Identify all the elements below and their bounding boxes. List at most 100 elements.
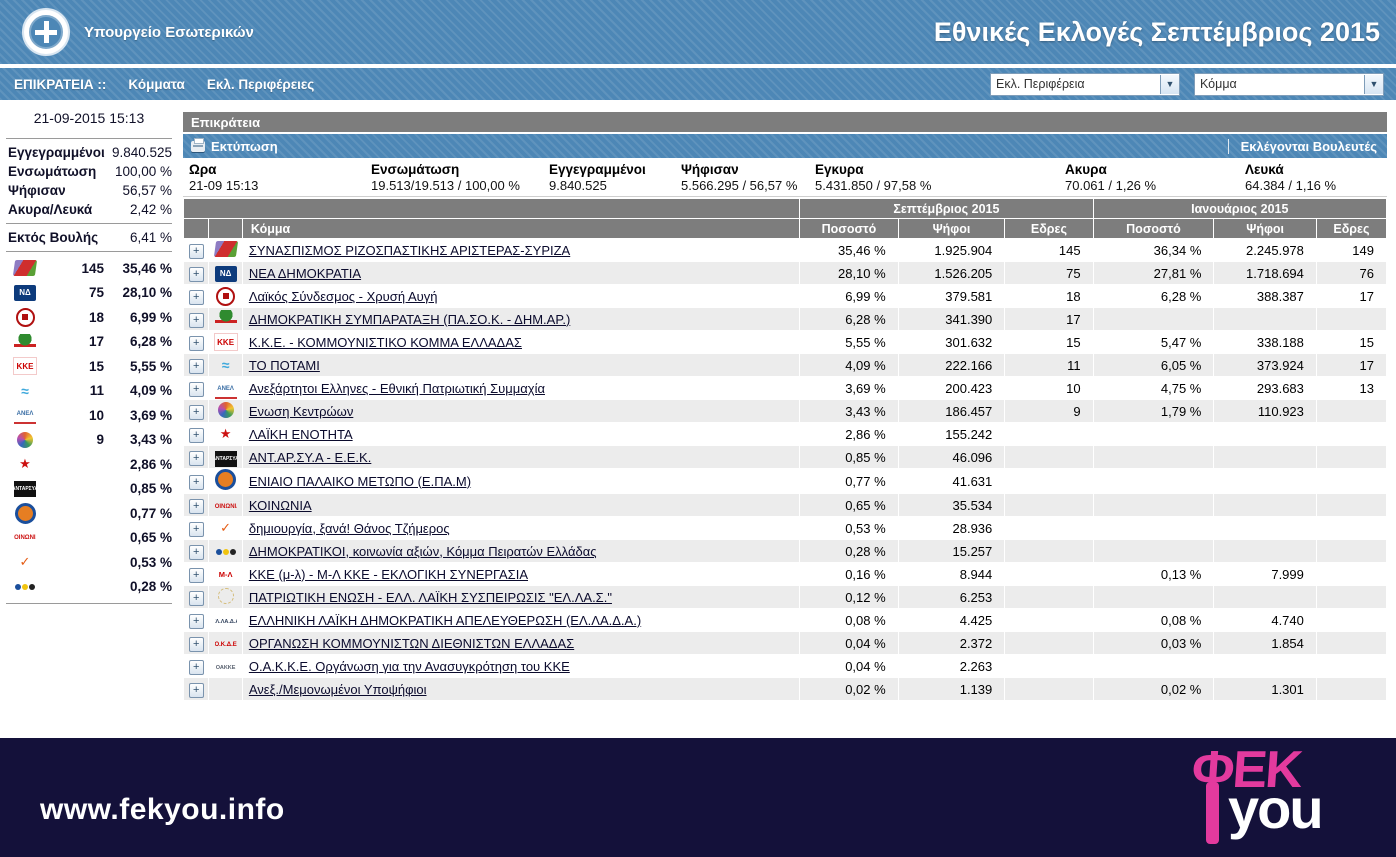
summary-label: Ακυρα	[1065, 162, 1107, 177]
stat-label: Ακυρα/Λευκά	[8, 202, 93, 217]
expand-row-button[interactable]: +	[188, 427, 204, 443]
summary-label: Ψήφισαν	[681, 162, 739, 177]
sep-seats: 75	[1005, 262, 1093, 284]
main-content: Επικράτεια Εκτύπωση Εκλέγονται Βουλευτές…	[183, 112, 1387, 738]
jan-seats	[1316, 446, 1386, 468]
expand-row-button[interactable]: +	[188, 613, 204, 629]
summary-column: Λευκά 64.384 / 1,16 %	[1239, 162, 1336, 193]
group-header-january: Ιανουάριος 2015	[1093, 199, 1386, 218]
party-select[interactable]: Κόμμα ▼	[1194, 72, 1384, 96]
sep-votes: 341.390	[898, 308, 1005, 330]
chevron-down-icon[interactable]: ▼	[1160, 74, 1179, 94]
col-header-sep-votes: Ψήφοι	[898, 219, 1005, 238]
jan-percentage	[1093, 540, 1214, 562]
sep-seats	[1005, 469, 1093, 493]
sidebar-stat: Εγγεγραμμένοι 9.840.525	[0, 143, 178, 162]
sep-votes: 35.534	[898, 494, 1005, 516]
sep-votes: 2.263	[898, 655, 1005, 677]
column-header-row: Κόμμα Ποσοστό Ψήφοι Εδρες Ποσοστό Ψήφοι …	[184, 219, 1386, 238]
col-header-jan-seats: Εδρες	[1316, 219, 1386, 238]
expand-row-button[interactable]: +	[188, 358, 204, 374]
sep-seats: 11	[1005, 354, 1093, 376]
expand-row-button[interactable]: +	[188, 289, 204, 305]
expand-row-button[interactable]: +	[188, 521, 204, 537]
expand-row-button[interactable]: +	[188, 335, 204, 351]
nav-item-epikrateia[interactable]: ΕΠΙΚΡΑΤΕΙΑ ::	[14, 76, 107, 92]
party-name-link[interactable]: ΠΑΤΡΙΩΤΙΚΗ ΕΝΩΣΗ - ΕΛΛ. ΛΑΪΚΗ ΣΥΣΠΕΙΡΩΣΙ…	[248, 589, 612, 605]
nav-item-perifereies[interactable]: Εκλ. Περιφέρειες	[206, 76, 315, 92]
sep-seats	[1005, 586, 1093, 608]
party-name-link[interactable]: ΕΛΛΗΝΙΚΗ ΛΑΪΚΗ ΔΗΜΟΚΡΑΤΙΚΗ ΑΠΕΛΕΥΘΕΡΩΣΗ …	[248, 612, 642, 628]
party-name-link[interactable]: ΚΚΕ (μ-λ) - Μ-Λ ΚΚΕ - ΕΚΛΟΓΙΚΗ ΣΥΝΕΡΓΑΣΙ…	[248, 566, 529, 582]
summary-column: Ακυρα 70.061 / 1,26 %	[1059, 162, 1239, 193]
expand-row-button[interactable]: +	[188, 544, 204, 560]
party-name-link[interactable]: ΔΗΜΟΚΡΑΤΙΚΗ ΣΥΜΠΑΡΑΤΑΞΗ (ΠΑ.ΣΟ.Κ. - ΔΗΜ.…	[248, 311, 571, 327]
stat-value: 100,00 %	[114, 164, 172, 179]
expand-row-button[interactable]: +	[188, 682, 204, 698]
expand-row-button[interactable]: +	[188, 636, 204, 652]
party-name-link[interactable]: Κ.Κ.Ε. - ΚΟΜΜΟΥΝΙΣΤΙΚΟ ΚΟΜΜΑ ΕΛΛΑΔΑΣ	[248, 334, 522, 350]
app-header: Υπουργείο Εσωτερικών Εθνικές Εκλογές Σεπ…	[0, 0, 1396, 64]
party-row: + Ανεξ./Μεμονωμένοι Υποψήφιοι 0,02 % 1.1…	[184, 678, 1386, 700]
expand-row-button[interactable]: +	[188, 381, 204, 397]
expand-row-button[interactable]: +	[188, 312, 204, 328]
sep-seats	[1005, 517, 1093, 539]
elected-deputies-link[interactable]: Εκλέγονται Βουλευτές	[1227, 138, 1377, 154]
party-row: + Ενωση Κεντρώων 3,43 % 186.457 9 1,79 %…	[184, 400, 1386, 422]
expand-row-button[interactable]: +	[188, 659, 204, 675]
sidebar-party-row: 0,65 %	[0, 526, 178, 551]
party-name-link[interactable]: ΤΟ ΠΟΤΑΜΙ	[248, 357, 320, 373]
print-button[interactable]: Εκτύπωση	[191, 137, 278, 154]
party-name-link[interactable]: Ανεξ./Μεμονωμένοι Υποψήφιοι	[248, 681, 427, 697]
region-title-bar: Επικράτεια	[183, 112, 1387, 132]
region-select[interactable]: Εκλ. Περιφέρεια ▼	[990, 72, 1180, 96]
expand-row-button[interactable]: +	[188, 474, 204, 490]
party-percentage: 3,43 %	[129, 432, 172, 448]
sep-percentage: 0,16 %	[800, 563, 898, 585]
party-name-link[interactable]: Λαϊκός Σύνδεσμος - Χρυσή Αυγή	[248, 288, 438, 304]
expand-row-button[interactable]: +	[188, 498, 204, 514]
party-name-link[interactable]: ΝΕΑ ΔΗΜΟΚΡΑΤΙΑ	[248, 265, 362, 281]
party-name-link[interactable]: Ο.Α.Κ.Κ.Ε. Οργάνωση για την Ανασυγκρότησ…	[248, 658, 570, 674]
potami-logo-icon	[215, 357, 237, 373]
expand-row-button[interactable]: +	[188, 266, 204, 282]
antarsya-logo-icon	[214, 450, 237, 467]
party-row: + Λαϊκός Σύνδεσμος - Χρυσή Αυγή 6,99 % 3…	[184, 285, 1386, 307]
sep-percentage: 6,99 %	[800, 285, 898, 307]
nav-item-kommata[interactable]: Κόμματα	[128, 76, 185, 92]
sep-percentage: 0,28 %	[800, 540, 898, 562]
party-name-link[interactable]: δημιουργία, ξανά! Θάνος Τζήμερος	[248, 520, 450, 536]
summary-label: Εγγεγραμμένοι	[549, 162, 646, 177]
expand-row-button[interactable]: +	[188, 450, 204, 466]
summary-label: Λευκά	[1245, 162, 1284, 177]
party-name-link[interactable]: ΔΗΜΟΚΡΑΤΙΚΟΙ, κοινωνία αξιών, Κόμμα Πειρ…	[248, 543, 597, 559]
party-name-link[interactable]: ΚΟΙΝΩΝΙΑ	[248, 497, 312, 513]
stat-label: Ενσωμάτωση	[8, 164, 97, 179]
site-url: www.fekyou.info	[40, 793, 285, 826]
party-row: + Κ.Κ.Ε. - ΚΟΜΜΟΥΝΙΣΤΙΚΟ ΚΟΜΜΑ ΕΛΛΑΔΑΣ 5…	[184, 331, 1386, 353]
expand-row-button[interactable]: +	[188, 243, 204, 259]
party-name-link[interactable]: Ενωση Κεντρώων	[248, 403, 354, 419]
sep-percentage: 0,04 %	[800, 655, 898, 677]
expand-row-button[interactable]: +	[188, 404, 204, 420]
jan-seats	[1316, 609, 1386, 631]
party-name-link[interactable]: ΛΑΪΚΗ ΕΝΟΤΗΤΑ	[248, 426, 353, 442]
expand-row-button[interactable]: +	[188, 590, 204, 606]
sep-votes: 301.632	[898, 331, 1005, 353]
sidebar-party-row: 2,86 %	[0, 452, 178, 477]
party-name-link[interactable]: ΑΝΤ.ΑΡ.ΣΥ.Α - Ε.Ε.Κ.	[248, 449, 372, 465]
sep-votes: 186.457	[898, 400, 1005, 422]
summary-label: Ενσωμάτωση	[371, 162, 460, 177]
lae-logo-icon	[215, 426, 237, 442]
party-name-link[interactable]: Ανεξάρτητοι Ελληνες - Εθνική Πατριωτική …	[248, 380, 545, 396]
party-name-link[interactable]: ΟΡΓΑΝΩΣΗ ΚΟΜΜΟΥΝΙΣΤΩΝ ΔΙΕΘΝΙΣΤΩΝ ΕΛΛΑΔΑΣ	[248, 635, 575, 651]
expand-row-button[interactable]: +	[188, 567, 204, 583]
sidebar-party-row: 75 28,10 %	[0, 281, 178, 306]
nd-logo-icon	[214, 265, 237, 282]
party-name-link[interactable]: ΣΥΝΑΣΠΙΣΜΟΣ ΡΙΖΟΣΠΑΣΤΙΚΗΣ ΑΡΙΣΤΕΡΑΣ-ΣΥΡΙ…	[248, 242, 571, 258]
sep-votes: 379.581	[898, 285, 1005, 307]
chevron-down-icon[interactable]: ▼	[1364, 74, 1383, 94]
jan-votes: 7.999	[1214, 563, 1316, 585]
party-name-link[interactable]: ΕΝΙΑΙΟ ΠΑΛΑΙΚΟ ΜΕΤΩΠΟ (Ε.ΠΑ.Μ)	[248, 473, 472, 489]
outside-parliament-stat: Εκτός Βουλής 6,41 %	[0, 228, 178, 247]
